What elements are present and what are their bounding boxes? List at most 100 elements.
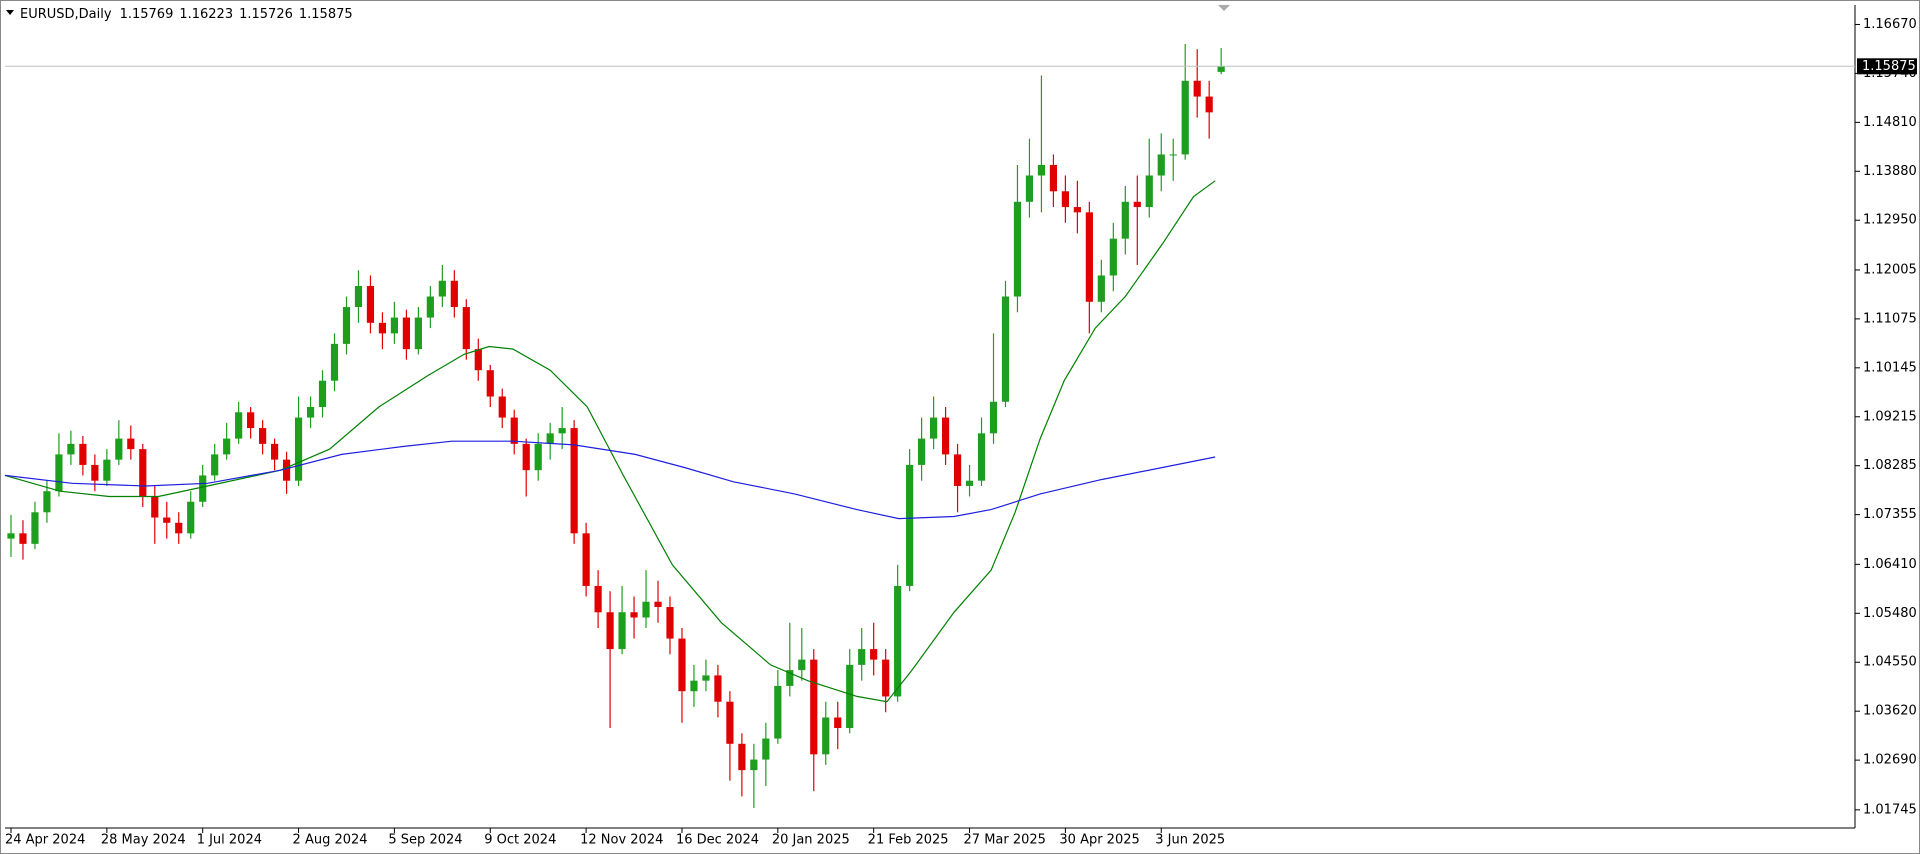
candle-body [1109,238,1117,276]
candle-body [378,322,387,334]
candle-body [1025,175,1034,202]
y-tick-label: 1.03620 [1863,704,1917,719]
candle-body [642,601,650,618]
plot-area [4,43,1225,809]
y-tick-label: 1.10145 [1863,360,1917,375]
candle-body [594,585,602,613]
candle-body [7,533,15,539]
candle-body [834,717,842,729]
y-tick-label: 1.16670 [1863,17,1917,32]
candle-body [906,464,914,586]
y-tick-label: 1.01745 [1863,802,1917,817]
candle-body [1073,207,1081,213]
candle-body [1121,201,1129,239]
candle-body [858,649,866,665]
close: 1.15875 [299,7,353,22]
x-tick-label: 28 May 2024 [101,833,186,848]
y-tick-label: 1.12950 [1863,213,1917,228]
candle-body [211,454,219,476]
y-tick-label: 1.04550 [1863,655,1917,670]
candle-body [894,585,902,697]
candle-body [498,396,506,418]
candle-body [1013,201,1022,297]
candle-body [199,475,207,502]
candle-body [606,612,614,650]
y-tick-label: 1.11075 [1863,311,1917,326]
x-tick-label: 21 Feb 2025 [868,833,949,848]
candle-body [282,459,291,481]
low: 1.15726 [239,7,293,22]
candle-body [187,501,195,534]
price-box [1857,58,1917,75]
y-tick-label: 1.13880 [1863,164,1917,179]
candle-body [1133,201,1141,208]
candle-body [1061,191,1069,208]
candle-body [223,438,231,455]
candle-body [714,675,722,702]
candle-body [702,675,710,681]
candle-body [390,317,399,334]
candle-body [19,533,27,544]
candle-body [546,433,554,444]
candle-body [654,601,662,607]
candle-body [163,517,171,523]
candle-body [438,280,446,297]
candle-body [1181,80,1189,155]
symbol: EURUSD,Daily [20,7,112,22]
candle-body [67,443,75,455]
candle-body [235,412,243,439]
x-tick-label: 20 Jan 2025 [772,833,850,848]
y-tick-label: 1.05480 [1863,606,1917,621]
candle-body [462,307,470,350]
y-tick-label: 1.12005 [1863,262,1917,277]
x-tick-label: 24 Apr 2024 [5,833,85,848]
candle-body [486,370,494,397]
candle-body [270,443,279,460]
candle-body [822,717,830,755]
x-tick-label: 1 Jul 2024 [197,833,262,848]
candle-body [666,606,674,639]
candle-body [342,307,351,344]
y-tick-label: 1.14810 [1863,115,1917,130]
candle-body [1085,212,1093,302]
candle-body [318,380,327,408]
candle-body [247,412,255,429]
candle-body [1169,154,1177,156]
x-tick-label: 12 Nov 2024 [580,833,663,848]
candle-body [618,612,626,650]
candle-body [1145,175,1153,208]
candle-body [115,438,123,460]
candle-body [989,401,998,434]
x-tick-label: 2 Aug 2024 [293,833,368,848]
candle-body [402,317,410,350]
candle-body [91,464,99,481]
candle-body [139,449,147,497]
candle-body [1037,164,1046,176]
candle-body [259,428,267,444]
candle-body [414,317,422,350]
candle-body [798,659,806,671]
candle-body [678,638,686,692]
candle-body [786,670,794,686]
candle-body [882,659,890,697]
y-tick-label: 1.08285 [1863,458,1917,473]
candle-body [175,522,183,534]
candle-body [726,701,734,744]
x-tick-label: 16 Dec 2024 [676,833,759,848]
y-tick-label: 1.09215 [1863,409,1917,424]
candle-body [941,417,950,455]
candle-body [977,433,986,481]
candle-body [1157,154,1165,176]
candle-body [690,680,698,692]
moving-average [4,180,1216,703]
y-tick-label: 1.02690 [1863,753,1917,768]
menu-arrow [6,10,14,15]
candle-body [330,343,339,381]
candle-body [474,349,482,371]
candle-body [79,443,87,465]
candle-body [127,438,135,450]
candle-body [762,738,770,760]
